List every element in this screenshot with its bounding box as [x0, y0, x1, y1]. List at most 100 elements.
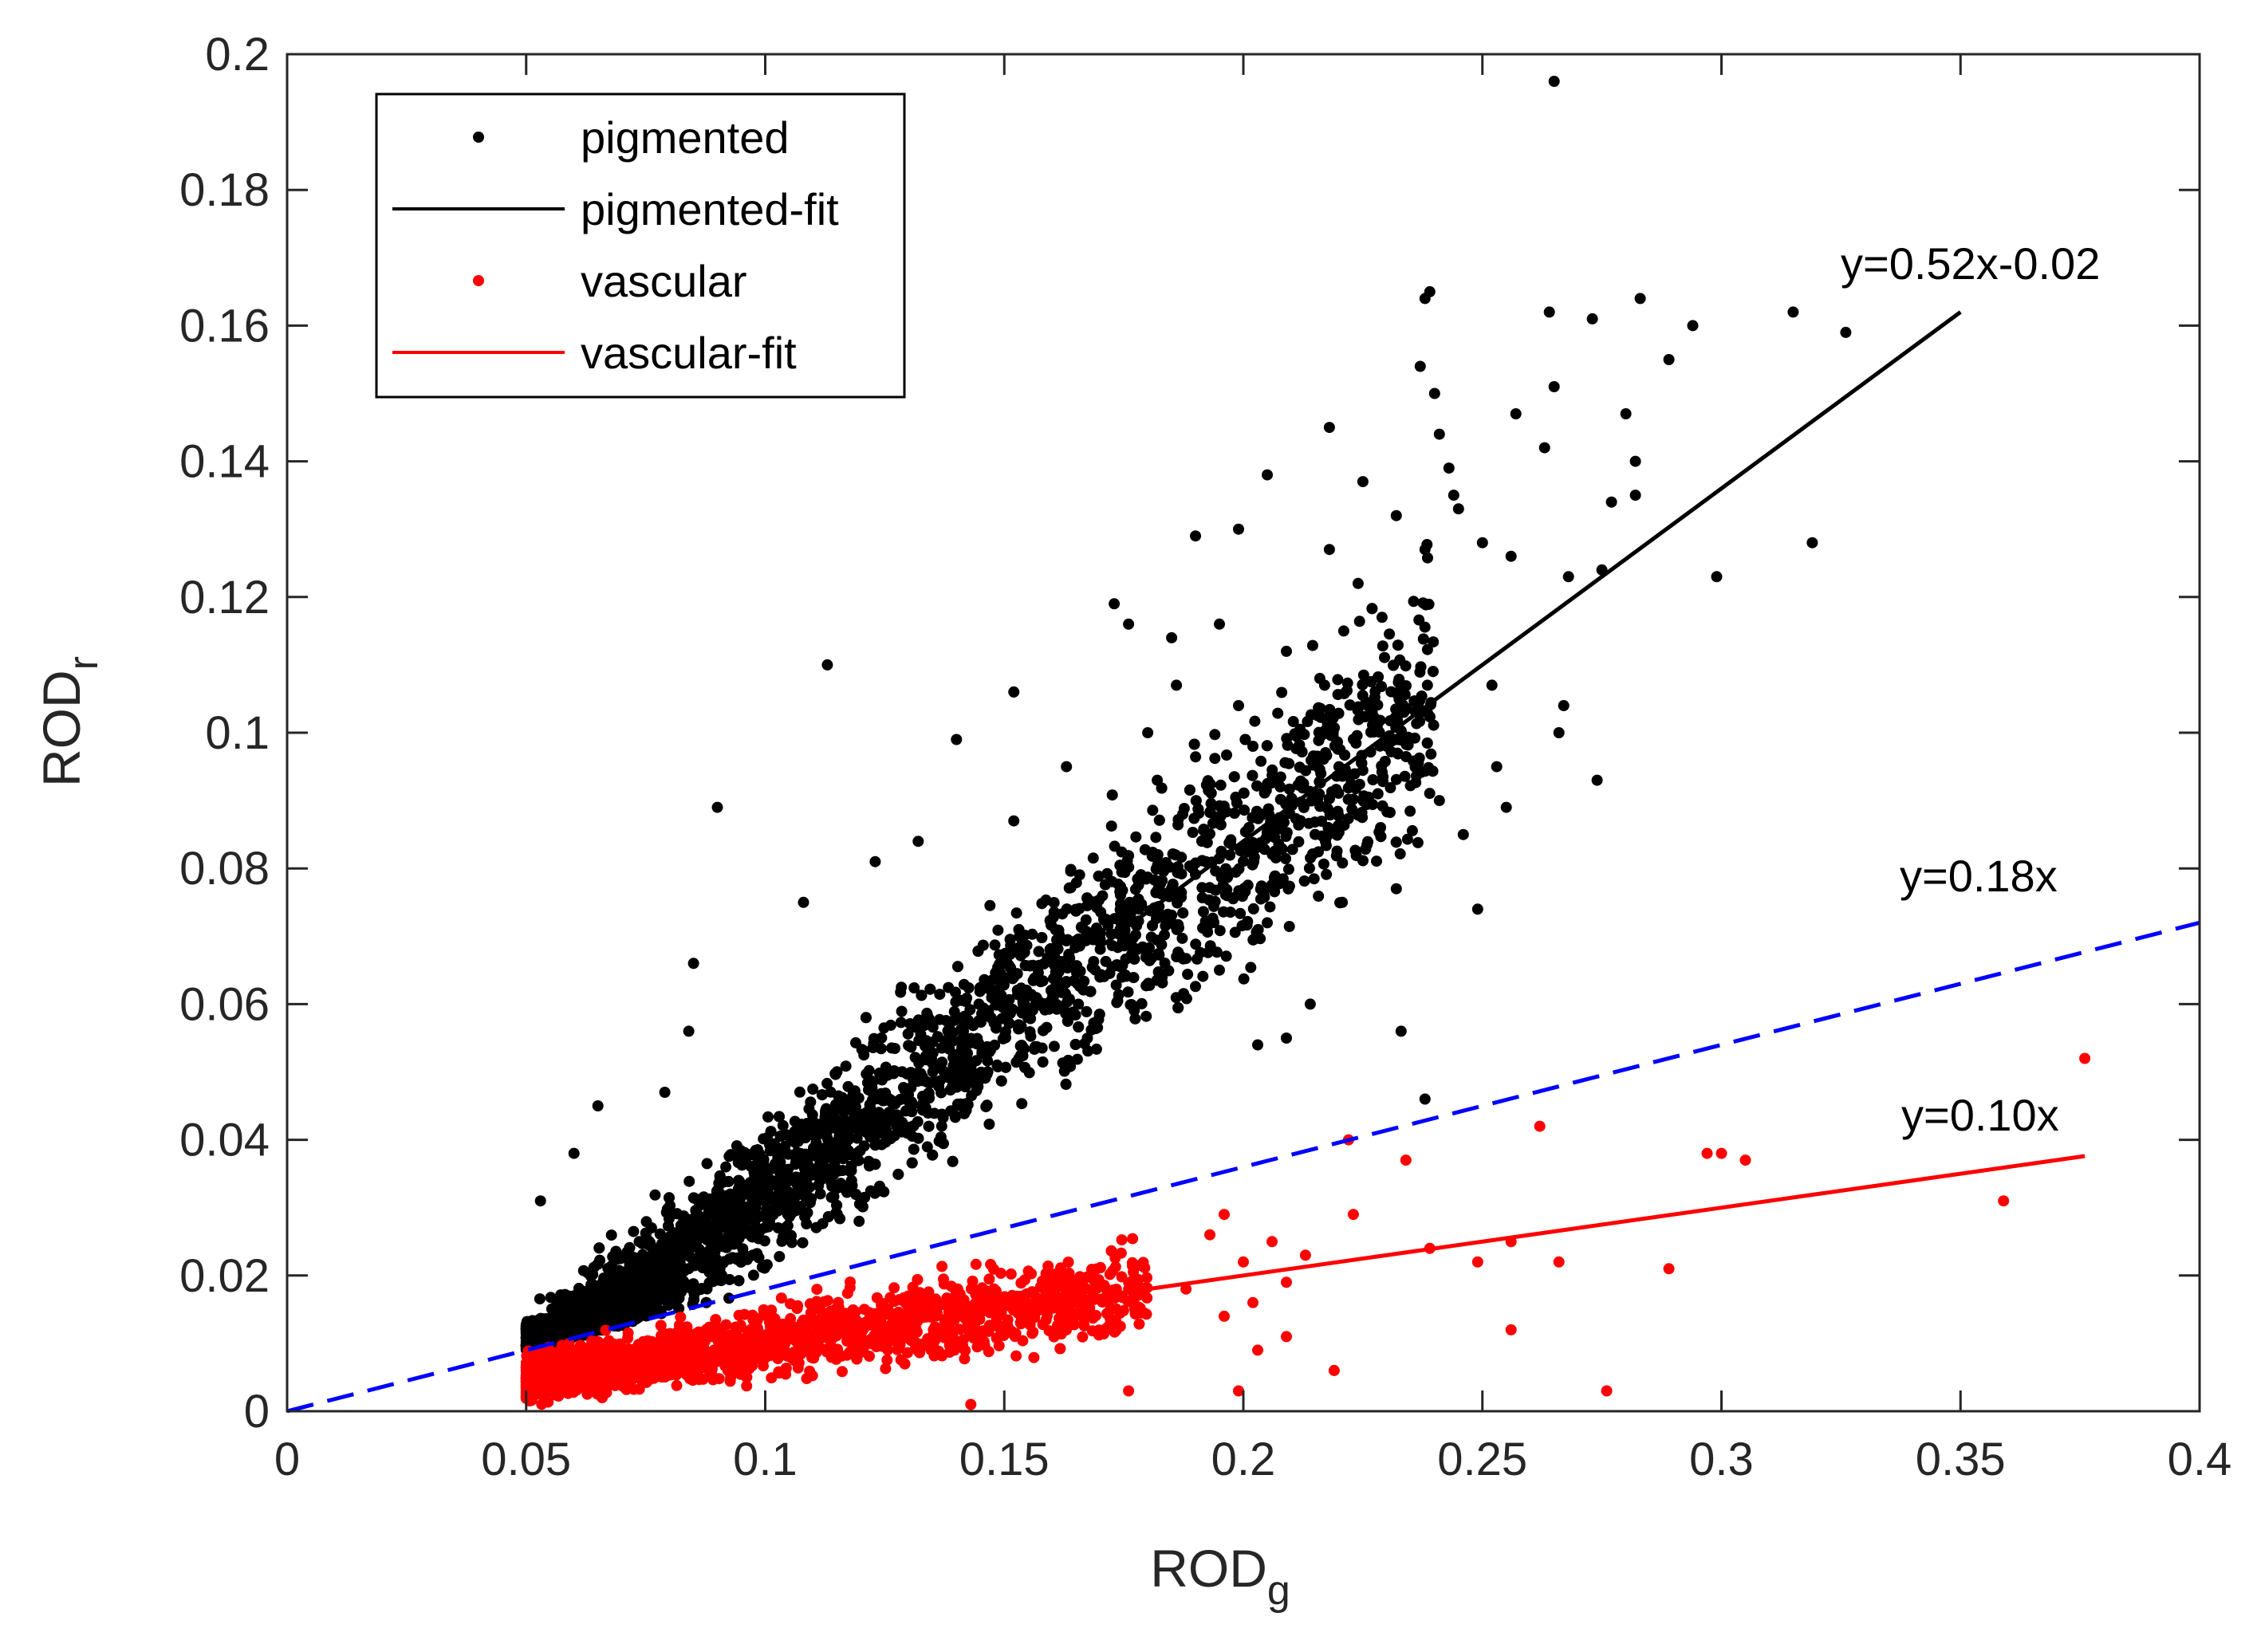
pigmented-cloud-point — [1247, 903, 1259, 914]
pigmented-cloud-point — [933, 1135, 945, 1147]
pigmented-cloud-point — [1184, 784, 1195, 796]
pigmented-cloud-point — [769, 1158, 781, 1170]
pigmented-cloud-point — [660, 1206, 672, 1218]
pigmented-cloud-point — [774, 1251, 786, 1262]
pigmented-cloud-point — [1401, 833, 1413, 845]
pigmented-cloud-point — [1169, 849, 1181, 861]
pigmented-cloud-point — [1071, 977, 1083, 989]
pigmented-cloud-point — [876, 1139, 888, 1150]
pigmented-cloud-point — [776, 1147, 788, 1158]
pigmented-cloud-point — [747, 1269, 759, 1281]
pigmented-cloud-point — [912, 1070, 924, 1082]
pigmented-cloud-point — [786, 1229, 797, 1241]
pigmented-cloud-point — [1129, 1013, 1141, 1025]
pigmented-cloud-point — [667, 1297, 678, 1309]
pigmented-cloud-point — [853, 1215, 865, 1227]
pigmented-cloud-point — [850, 1189, 862, 1200]
pigmented-cloud-point — [944, 1084, 956, 1096]
pigmented-cloud-point — [668, 1238, 679, 1250]
pigmented-cloud-point — [955, 1063, 967, 1075]
pigmented-cloud-point — [1178, 803, 1190, 814]
pigmented-cloud-point — [1238, 973, 1250, 985]
pigmented-cloud-point — [1222, 871, 1233, 883]
pigmented-cloud-point — [1245, 962, 1257, 974]
pigmented-cloud-point — [1081, 1005, 1093, 1017]
pigmented-cloud-point — [981, 1099, 993, 1111]
vascular-cloud-point — [733, 1309, 745, 1321]
pigmented-cloud-point — [1390, 836, 1402, 848]
pigmented-cloud-point — [922, 1039, 934, 1051]
pigmented-cloud-point — [765, 1126, 777, 1138]
pigmented-cloud-point — [715, 1172, 726, 1184]
pigmented-cloud-point — [1156, 875, 1168, 887]
pigmented-cloud-point — [776, 1235, 788, 1247]
pigmented-cloud-point — [799, 1211, 811, 1223]
pigmented-cloud-point — [1280, 831, 1292, 842]
pigmented-cloud-point — [1085, 985, 1097, 997]
pigmented-cloud-point — [1283, 921, 1295, 932]
pigmented-cloud-point — [1377, 800, 1388, 812]
pigmented-cloud-point — [826, 1139, 838, 1151]
pigmented-cloud-point — [810, 1221, 822, 1233]
pigmented-cloud-point — [975, 982, 987, 994]
pigmented-cloud-point — [1239, 804, 1251, 816]
pigmented-cloud-point — [1087, 852, 1099, 864]
pigmented-cloud-point — [1030, 1040, 1041, 1052]
pigmented-cloud-point — [947, 1155, 959, 1167]
pigmented-cloud-point — [1342, 793, 1354, 805]
pigmented-cloud-point — [687, 1192, 699, 1204]
pigmented-cloud-point — [621, 1280, 633, 1292]
pigmented-cloud-point — [856, 1044, 868, 1056]
pigmented-cloud-point — [1236, 920, 1248, 932]
pigmented-cloud-point — [888, 1130, 900, 1142]
pigmented-cloud-point — [896, 1005, 908, 1017]
pigmented-cloud-point — [904, 1040, 916, 1052]
pigmented-cloud-point — [1188, 738, 1200, 750]
pigmented-cloud-point — [1372, 788, 1384, 800]
pigmented-cloud-point — [1220, 806, 1232, 818]
pigmented-cloud-point — [1011, 985, 1023, 996]
pigmented-cloud-point — [1417, 633, 1429, 645]
pigmented-cloud-point — [1303, 863, 1315, 874]
pigmented-cloud-point — [1293, 836, 1305, 848]
pigmented-cloud-point — [1428, 636, 1440, 648]
pigmented-cloud-point — [1190, 751, 1202, 763]
pigmented-cloud-point — [1013, 1019, 1025, 1031]
pigmented-cloud-point — [957, 1025, 969, 1037]
pigmented-cloud-point — [1115, 898, 1126, 910]
pigmented-cloud-point — [534, 1293, 546, 1305]
pigmented-cloud-point — [607, 1251, 619, 1263]
pigmented-cloud-point — [1247, 812, 1258, 824]
pigmented-cloud-point — [942, 1068, 953, 1080]
pigmented-cloud-point — [1209, 729, 1221, 741]
pigmented-cloud-point — [1190, 795, 1202, 807]
pigmented-cloud-point — [1351, 730, 1363, 741]
pigmented-cloud-point — [972, 1070, 984, 1082]
pigmented-cloud-point — [1421, 643, 1433, 655]
pigmented-cloud-point — [699, 1231, 711, 1243]
pigmented-cloud-point — [1187, 827, 1199, 838]
pigmented-cloud-point — [952, 961, 963, 973]
pigmented-cloud-point — [1209, 753, 1221, 765]
pigmented-cloud-point — [1419, 621, 1431, 633]
pigmented-cloud-point — [1140, 1010, 1152, 1022]
pigmented-cloud-point — [908, 1120, 920, 1132]
pigmented-cloud-point — [989, 939, 1001, 951]
pigmented-cloud-point — [1357, 678, 1369, 690]
pigmented-cloud-point — [557, 1314, 569, 1326]
pigmented-cloud-point — [1341, 685, 1353, 697]
pigmented-cloud-point — [1238, 787, 1250, 799]
pigmented-cloud-point — [965, 1060, 977, 1072]
pigmented-cloud-point — [1366, 603, 1378, 615]
pigmented-cloud-point — [754, 1148, 766, 1160]
pigmented-cloud-point — [1309, 793, 1321, 804]
pigmented-cloud-point — [704, 1193, 716, 1205]
pigmented-cloud-point — [749, 1167, 761, 1179]
pigmented-cloud-point — [1037, 1056, 1049, 1068]
pigmented-cloud-point — [1010, 907, 1022, 919]
pigmented-cloud-point — [733, 1199, 745, 1211]
pigmented-cloud-point — [1214, 925, 1226, 937]
pigmented-cloud-point — [1196, 855, 1208, 867]
pigmented-cloud-point — [1427, 765, 1439, 777]
pigmented-cloud-point — [1122, 986, 1134, 998]
